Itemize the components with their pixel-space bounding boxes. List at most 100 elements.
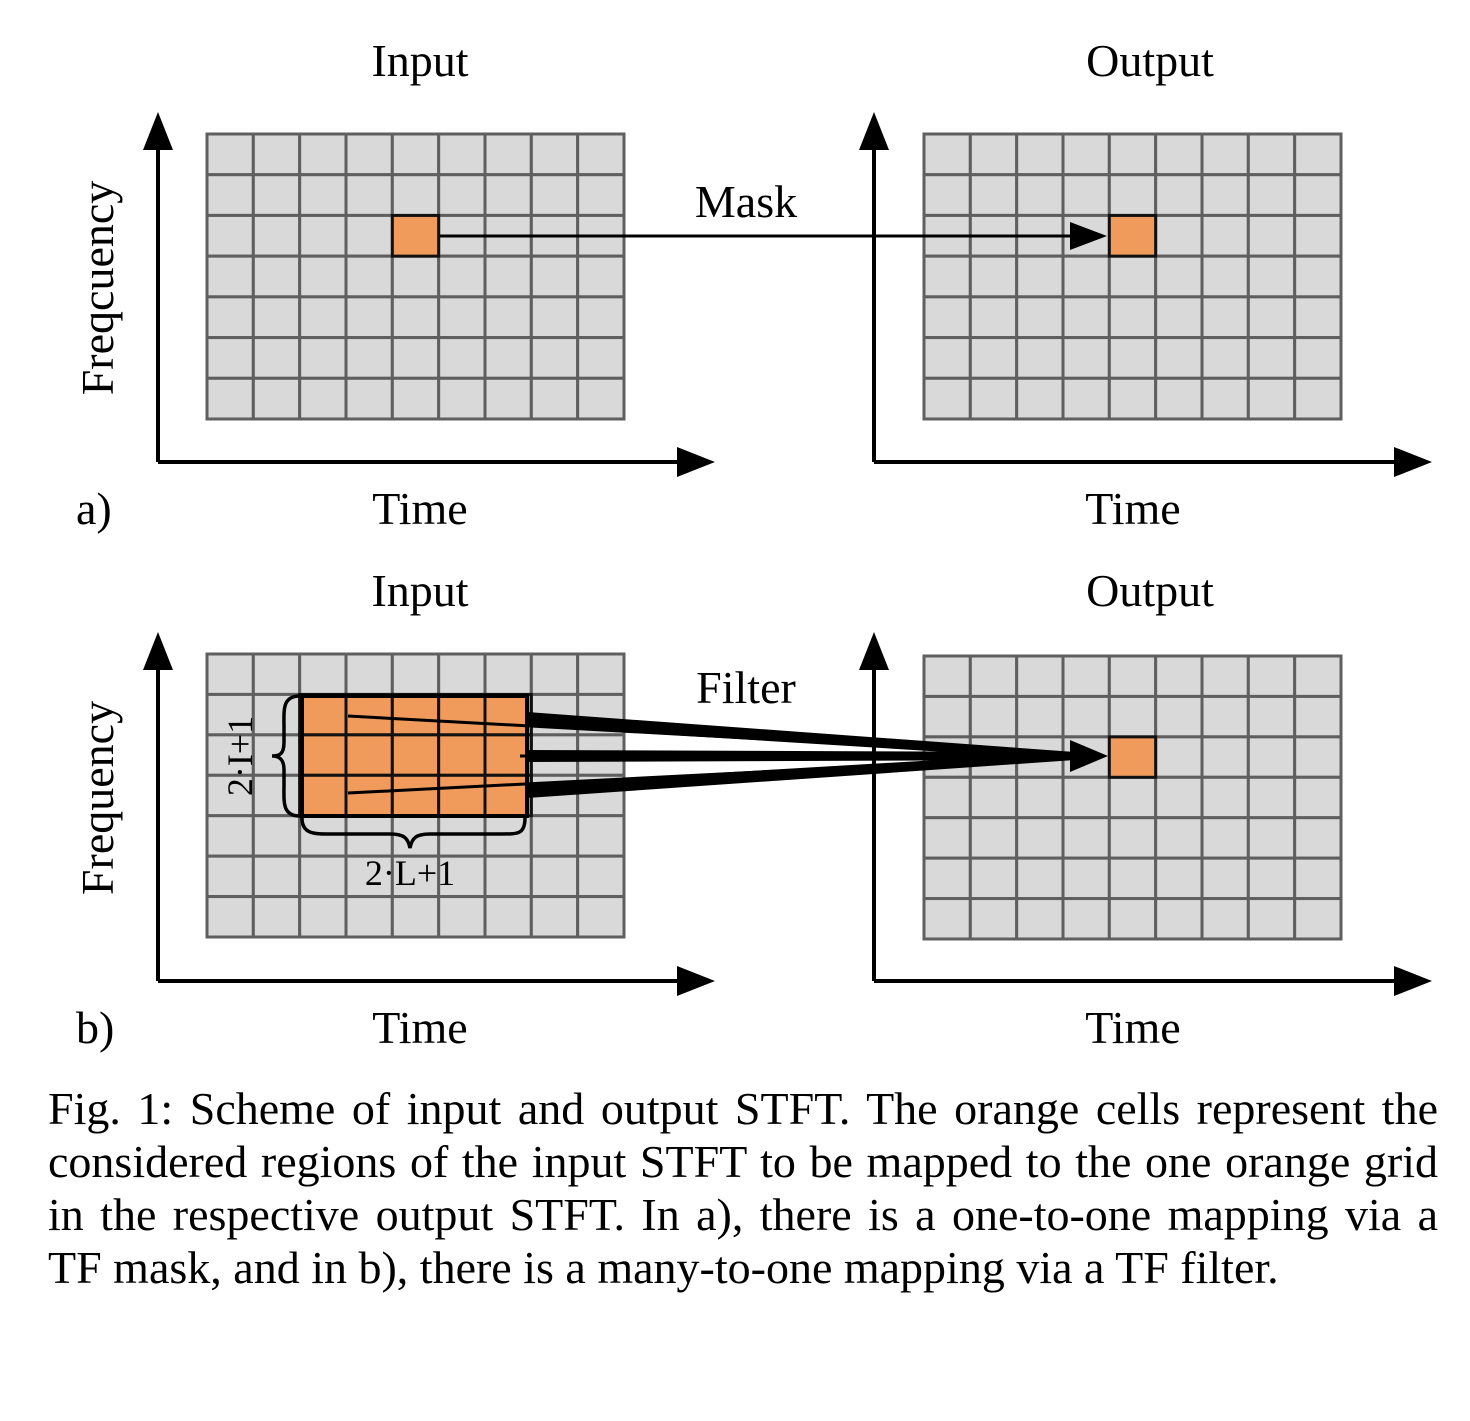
stft-cell (483, 173, 533, 217)
stft-cell (576, 132, 626, 177)
stft-cell (1061, 775, 1111, 820)
stft-cell (1061, 254, 1111, 299)
stft-cell (251, 854, 302, 899)
stft-cell (251, 692, 302, 737)
panel-b-filter-arrowhead (1070, 740, 1108, 772)
stft-highlight-cell (344, 773, 394, 818)
stft-cell (1107, 694, 1158, 739)
panel-a-tag: a) (76, 483, 112, 534)
stft-cell (1293, 654, 1343, 698)
stft-cell (1107, 654, 1158, 698)
stft-cell (1061, 856, 1111, 901)
stft-cell (205, 773, 255, 818)
stft-highlight-cell (437, 692, 487, 737)
stft-cell (1200, 132, 1250, 177)
stft-cell (576, 814, 626, 858)
stft-cell (922, 295, 972, 340)
stft-cell (344, 295, 394, 340)
stft-cell (529, 652, 580, 696)
stft-cell (1293, 254, 1343, 299)
stft-cell (1293, 213, 1343, 258)
stft-cell (1293, 173, 1343, 217)
stft-cell (344, 376, 394, 421)
stft-highlight-cell (298, 733, 348, 777)
stft-cell (1246, 775, 1297, 820)
panel-a-ylabel: Freqcuency (72, 181, 123, 396)
stft-cell (251, 213, 302, 258)
stft-cell (205, 254, 255, 299)
panel-b-ylabel: Frequency (72, 701, 123, 895)
figure-caption: Fig. 1: Scheme of input and output STFT.… (48, 1083, 1438, 1293)
stft-cell (529, 814, 580, 858)
stft-cell (922, 376, 972, 421)
stft-cell (437, 254, 487, 299)
stft-highlight-cell (437, 733, 487, 777)
stft-cell (968, 376, 1019, 421)
panel-b-width-brace-label: 2·L+1 (365, 853, 455, 893)
stft-cell (298, 132, 348, 177)
stft-cell (205, 295, 255, 340)
stft-cell (437, 814, 487, 858)
stft-cell (1015, 254, 1065, 299)
stft-highlight-cell (298, 773, 348, 818)
stft-cell (205, 854, 255, 899)
stft-cell (529, 295, 580, 340)
stft-cell (968, 254, 1019, 299)
stft-cell (1107, 376, 1158, 421)
stft-cell (529, 173, 580, 217)
stft-cell (390, 132, 441, 177)
stft-cell (1107, 897, 1158, 941)
stft-cell (437, 132, 487, 177)
stft-cell (968, 295, 1019, 340)
stft-cell (1107, 254, 1158, 299)
stft-cell (1061, 897, 1111, 941)
stft-cell (1200, 775, 1250, 820)
stft-cell (1154, 856, 1204, 901)
stft-cell (251, 376, 302, 421)
stft-cell (1107, 336, 1158, 380)
stft-cell (483, 652, 533, 696)
stft-cell (1015, 897, 1065, 941)
stft-cell (1061, 173, 1111, 217)
stft-cell (483, 336, 533, 380)
stft-cell (1015, 376, 1065, 421)
stft-cell (1246, 254, 1297, 299)
stft-cell (1015, 654, 1065, 698)
stft-cell (437, 336, 487, 380)
stft-cell (576, 173, 626, 217)
stft-cell (1200, 213, 1250, 258)
stft-cell (251, 814, 302, 858)
stft-cell (1154, 132, 1204, 177)
stft-cell (205, 895, 255, 939)
stft-cell (1015, 694, 1065, 739)
stft-cell (205, 692, 255, 737)
stft-cell (1154, 694, 1204, 739)
stft-highlight-cell (1107, 735, 1158, 779)
stft-cell (1246, 173, 1297, 217)
stft-cell (1015, 173, 1065, 217)
stft-cell (1061, 816, 1111, 860)
stft-cell (483, 854, 533, 899)
stft-cell (344, 895, 394, 939)
stft-cell (576, 376, 626, 421)
stft-cell (1246, 213, 1297, 258)
stft-cell (576, 895, 626, 939)
stft-cell (968, 336, 1019, 380)
stft-cell (298, 376, 348, 421)
stft-cell (922, 775, 972, 820)
panel-a-output-stft-grid (922, 132, 1343, 421)
stft-cell (483, 295, 533, 340)
stft-cell (1200, 694, 1250, 739)
stft-cell (1246, 295, 1297, 340)
stft-cell (1200, 856, 1250, 901)
stft-cell (390, 652, 441, 696)
stft-cell (1293, 816, 1343, 860)
stft-cell (1015, 336, 1065, 380)
stft-cell (437, 895, 487, 939)
stft-cell (529, 336, 580, 380)
stft-cell (1107, 775, 1158, 820)
stft-cell (251, 336, 302, 380)
stft-cell (1107, 173, 1158, 217)
stft-cell (1154, 254, 1204, 299)
stft-highlight-cell (390, 213, 441, 258)
